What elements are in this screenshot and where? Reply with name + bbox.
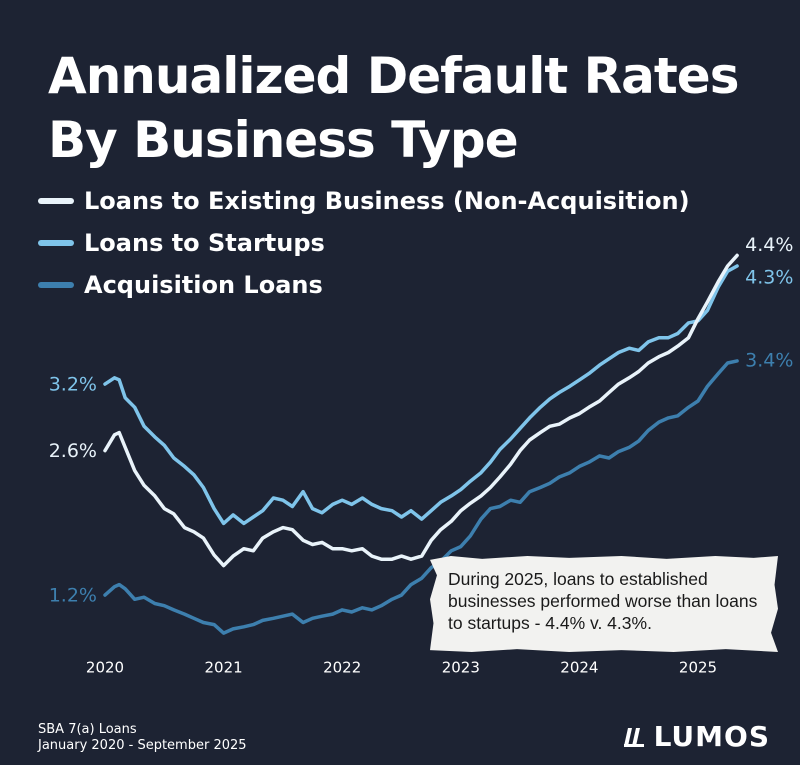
x-tick-label-2025: 2025 [679, 659, 717, 677]
legend-label-existing-business: Loans to Existing Business (Non-Acquisit… [84, 187, 690, 215]
brand-logo: LUMOS [622, 720, 770, 753]
lumos-logo-icon [623, 727, 644, 747]
title-line-2: By Business Type [48, 111, 519, 169]
legend-item-acquisition: Acquisition Loans [38, 264, 690, 306]
series-line-acquisition-loans [103, 359, 739, 635]
x-tick-label-2020: 2020 [86, 659, 124, 677]
footer-source: SBA 7(a) Loans January 2020 - September … [38, 722, 247, 754]
footer-line-2: January 2020 - September 2025 [38, 738, 247, 753]
end-label-acquisition-loans: 3.4% [745, 349, 793, 371]
legend-swatch-acquisition [38, 282, 74, 288]
title-line-1: Annualized Default Rates [48, 47, 739, 105]
legend-swatch-existing-business [38, 198, 74, 204]
legend-label-acquisition: Acquisition Loans [84, 271, 323, 299]
series-line-loans-to-startups [103, 264, 739, 526]
legend-item-existing-business: Loans to Existing Business (Non-Acquisit… [38, 180, 690, 222]
legend-label-startups: Loans to Startups [84, 229, 325, 257]
x-tick-label-2023: 2023 [442, 659, 480, 677]
x-tick-label-2024: 2024 [560, 659, 598, 677]
legend: Loans to Existing Business (Non-Acquisit… [38, 180, 690, 306]
end-label-loans-to-startups: 4.3% [745, 266, 793, 288]
legend-swatch-startups [38, 240, 74, 246]
start-label-loans-to-startups: 3.2% [49, 374, 97, 396]
start-label-acquisition-loans: 1.2% [49, 585, 97, 607]
series-line-loans-to-existing-business-non-acquisition [103, 253, 739, 568]
annotation-text: During 2025, loans to established busine… [448, 569, 758, 633]
x-tick-label-2022: 2022 [323, 659, 361, 677]
annotation-callout: During 2025, loans to established busine… [430, 556, 778, 652]
footer-line-1: SBA 7(a) Loans [38, 722, 137, 737]
start-label-loans-to-existing-business-non-acquisition: 2.6% [49, 440, 97, 462]
chart-title: Annualized Default Rates By Business Typ… [48, 44, 739, 172]
legend-item-startups: Loans to Startups [38, 222, 690, 264]
end-label-loans-to-existing-business-non-acquisition: 4.4% [745, 234, 793, 256]
x-tick-label-2021: 2021 [205, 659, 243, 677]
brand-name: LUMOS [653, 720, 770, 753]
